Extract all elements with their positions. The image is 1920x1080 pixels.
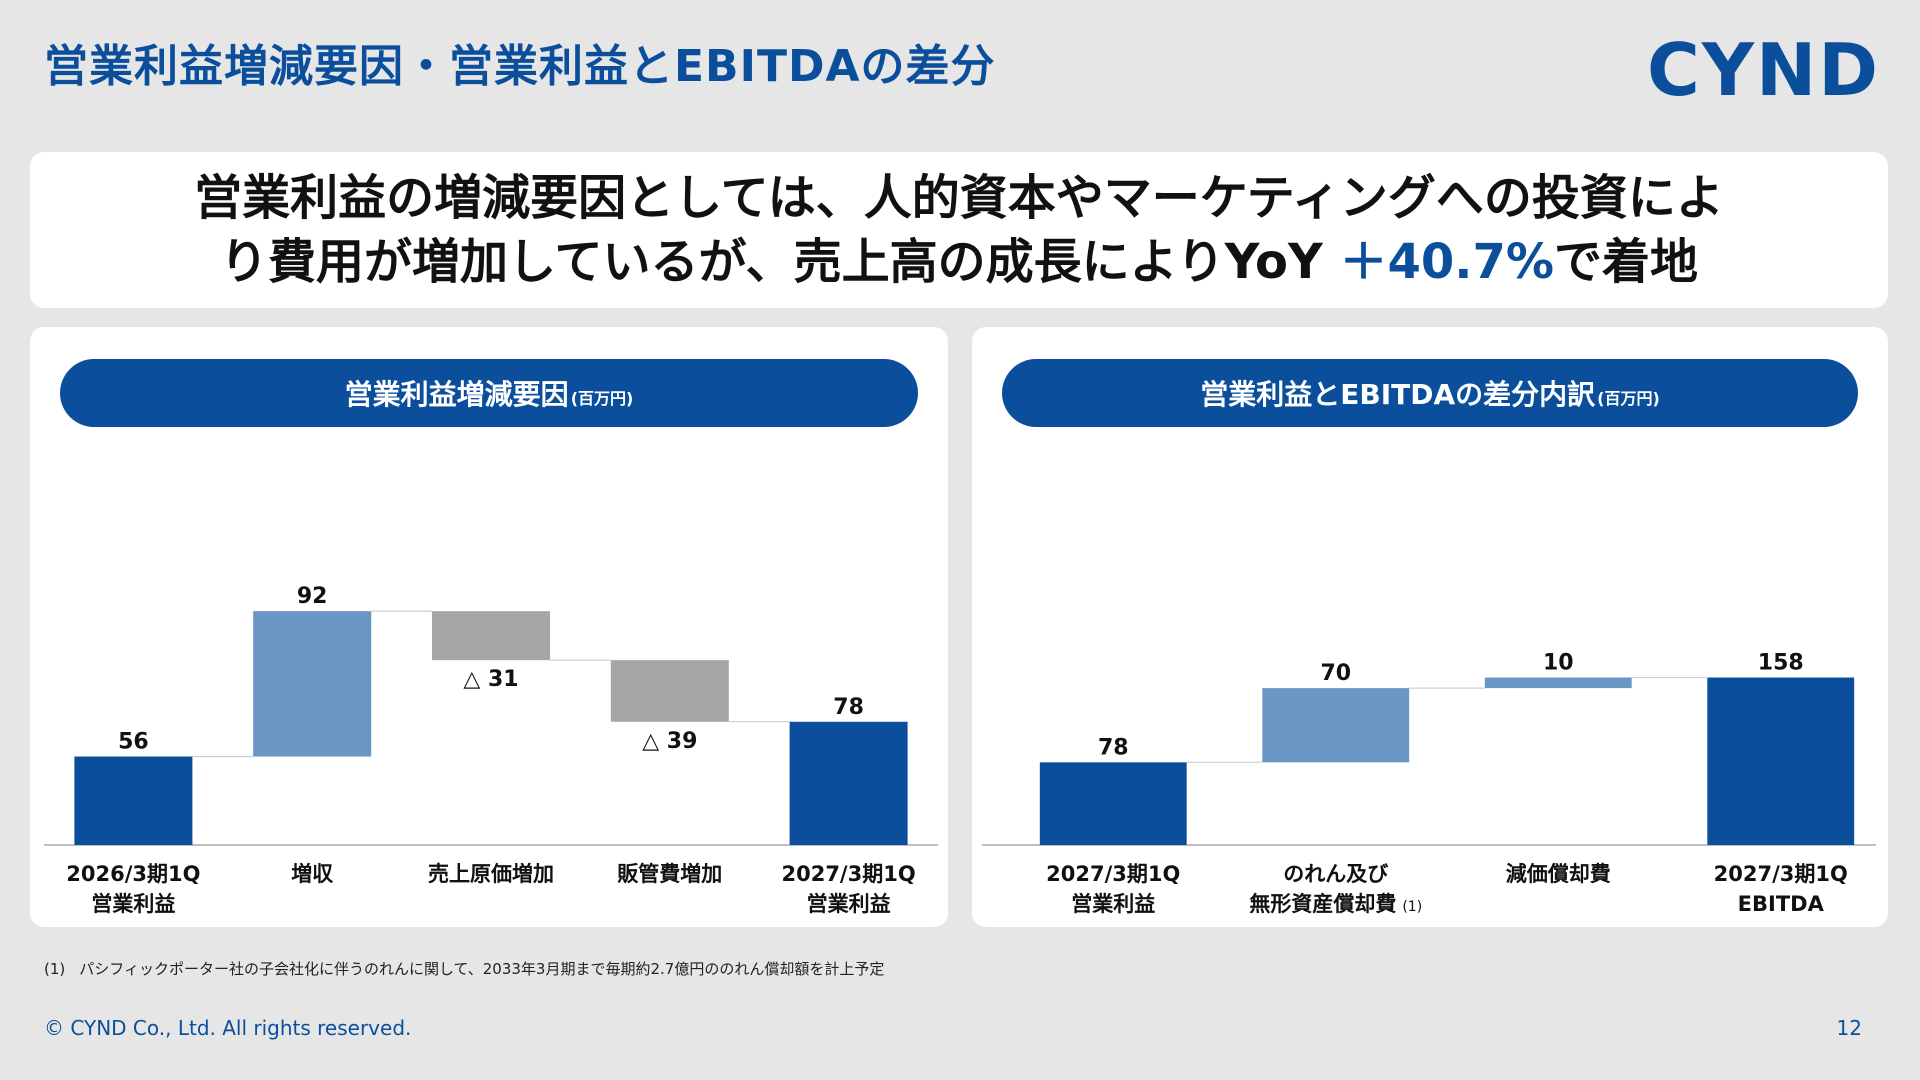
- bar-total: [789, 721, 908, 845]
- right-chart-title: 営業利益とEBITDAの差分内訳: [1200, 378, 1596, 411]
- category-label: 無形資産償却費 (1): [1249, 892, 1422, 916]
- value-label: 78: [1098, 735, 1129, 760]
- footnote-marker: (1): [44, 960, 66, 978]
- page-title: 営業利益増減要因・営業利益とEBITDAの差分: [44, 41, 996, 92]
- left-chart-panel: 営業利益増減要因 (百万円) 56 2026/3期1Q 営業利益 92 増収 △ 31 売上原…: [30, 327, 948, 927]
- headline-box: 営業利益の増減要因としては、人的資本やマーケティングへの投資によ り費用が増加し…: [30, 152, 1888, 308]
- copyright: © CYND Co., Ltd. All rights reserved.: [44, 1016, 412, 1040]
- category-label: 営業利益: [91, 892, 175, 916]
- company-logo: CYND: [1647, 28, 1880, 112]
- category-label: 2026/3期1Q: [66, 862, 200, 886]
- footnote-text: パシフィックポーター社の子会社化に伴うのれんに関して、2033年3月期まで毎期約…: [79, 960, 885, 978]
- bar-total: [74, 756, 193, 845]
- value-label: 92: [297, 584, 328, 609]
- category-label: 2027/3期1Q: [1046, 862, 1180, 886]
- category-label: 営業利益: [1071, 892, 1155, 916]
- category-label: 営業利益: [807, 892, 891, 916]
- value-label: △ 39: [642, 729, 697, 754]
- value-label: △ 31: [463, 667, 518, 692]
- left-chart-unit: (百万円): [570, 389, 634, 408]
- headline-prefix: り費用が増加しているが、売上高の成長によりYoY: [220, 234, 1323, 290]
- bar-decrease: [431, 611, 551, 661]
- value-label: 10: [1543, 651, 1574, 676]
- category-label: 減価償却費: [1506, 862, 1611, 886]
- headline-suffix: で着地: [1553, 234, 1698, 290]
- value-label: 78: [833, 695, 864, 720]
- category-note: (1): [1402, 899, 1422, 915]
- category-label: 増収: [291, 862, 334, 886]
- category-label: 2027/3期1Q: [1714, 862, 1848, 886]
- page-number: 12: [1836, 1016, 1862, 1040]
- right-chart-panel: 営業利益とEBITDAの差分内訳 (百万円) 78 2027/3期1Q 営業利益 70 の…: [972, 327, 1888, 927]
- category-label: EBITDA: [1738, 892, 1825, 916]
- bar-increase: [253, 611, 372, 757]
- bar-increase: [1262, 688, 1410, 763]
- category-label: 販管費増加: [617, 862, 722, 886]
- right-chart-title-pill: 営業利益とEBITDAの差分内訳 (百万円): [1002, 359, 1858, 427]
- headline-accent: ＋40.7%: [1339, 234, 1554, 290]
- headline-line-2: り費用が増加しているが、売上高の成長によりYoY ＋40.7%で着地: [220, 230, 1698, 294]
- bar-total: [1039, 762, 1187, 845]
- category-label: のれん及び: [1283, 862, 1388, 886]
- bar-decrease: [610, 660, 729, 722]
- bar-total: [1707, 677, 1855, 845]
- left-chart-title: 営業利益増減要因: [344, 378, 569, 411]
- value-label: 56: [118, 730, 149, 755]
- value-label: 158: [1758, 651, 1804, 676]
- right-chart-unit: (百万円): [1597, 389, 1660, 408]
- footnote: (1) パシフィックポーター社の子会社化に伴うのれんに関して、2033年3月期まで…: [44, 958, 884, 979]
- category-label: 2027/3期1Q: [781, 862, 915, 886]
- category-label: 売上原価増加: [428, 862, 554, 886]
- headline-line-1: 営業利益の増減要因としては、人的資本やマーケティングへの投資によ: [194, 170, 1724, 226]
- left-chart-title-pill: 営業利益増減要因 (百万円): [60, 359, 918, 427]
- left-waterfall-chart: 56 2026/3期1Q 営業利益 92 増収 △ 31 売上原価増加 △ 39 販管費増加 78…: [44, 584, 938, 916]
- bar-increase: [1484, 677, 1632, 689]
- value-label: 70: [1320, 661, 1351, 686]
